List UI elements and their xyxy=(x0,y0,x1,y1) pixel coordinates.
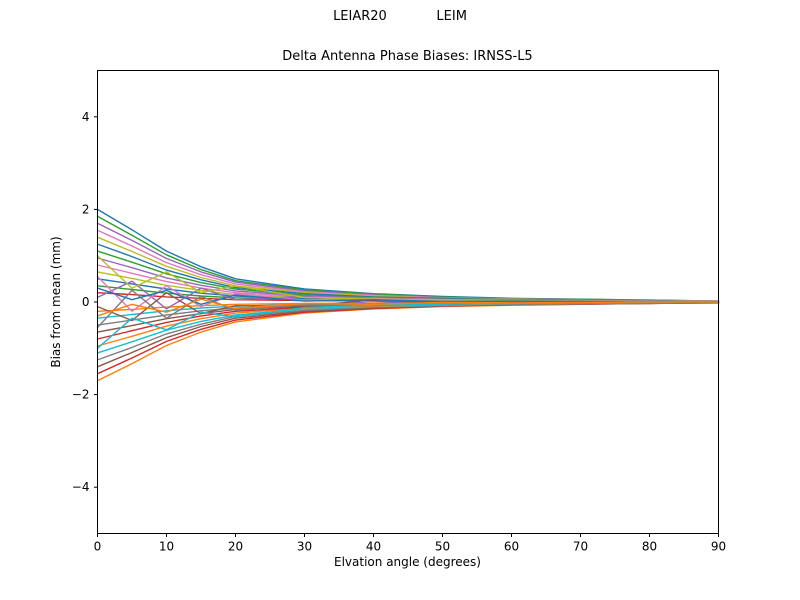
chart-title: Delta Antenna Phase Biases: IRNSS-L5 xyxy=(282,49,533,64)
x-tick-label: 90 xyxy=(711,540,726,554)
x-axis-label: Elvation angle (degrees) xyxy=(334,555,481,569)
x-tick-label: 70 xyxy=(573,540,588,554)
y-tick-label: 2 xyxy=(82,202,90,216)
series-line xyxy=(96,208,720,302)
y-tick-label: 4 xyxy=(82,110,90,124)
x-tick-label: 50 xyxy=(435,540,450,554)
series-line xyxy=(96,287,720,305)
x-tick-label: 20 xyxy=(228,540,243,554)
y-axis-label: Bias from mean (mm) xyxy=(49,236,63,368)
x-tick-label: 60 xyxy=(504,540,519,554)
series-line xyxy=(96,301,720,361)
x-tick-label: 80 xyxy=(642,540,657,554)
series-line xyxy=(96,302,720,375)
figure-suptitle: LEIAR20 LEIM xyxy=(333,9,467,24)
series-line xyxy=(96,243,720,303)
y-tick-label: −2 xyxy=(72,388,90,402)
x-tick-label: 30 xyxy=(297,540,312,554)
x-tick-label: 0 xyxy=(94,540,102,554)
x-tick-label: 10 xyxy=(159,540,174,554)
x-tick-label: 40 xyxy=(366,540,381,554)
y-tick-label: 0 xyxy=(82,295,90,309)
y-tick-label: −4 xyxy=(72,480,90,494)
series-line xyxy=(96,298,720,317)
